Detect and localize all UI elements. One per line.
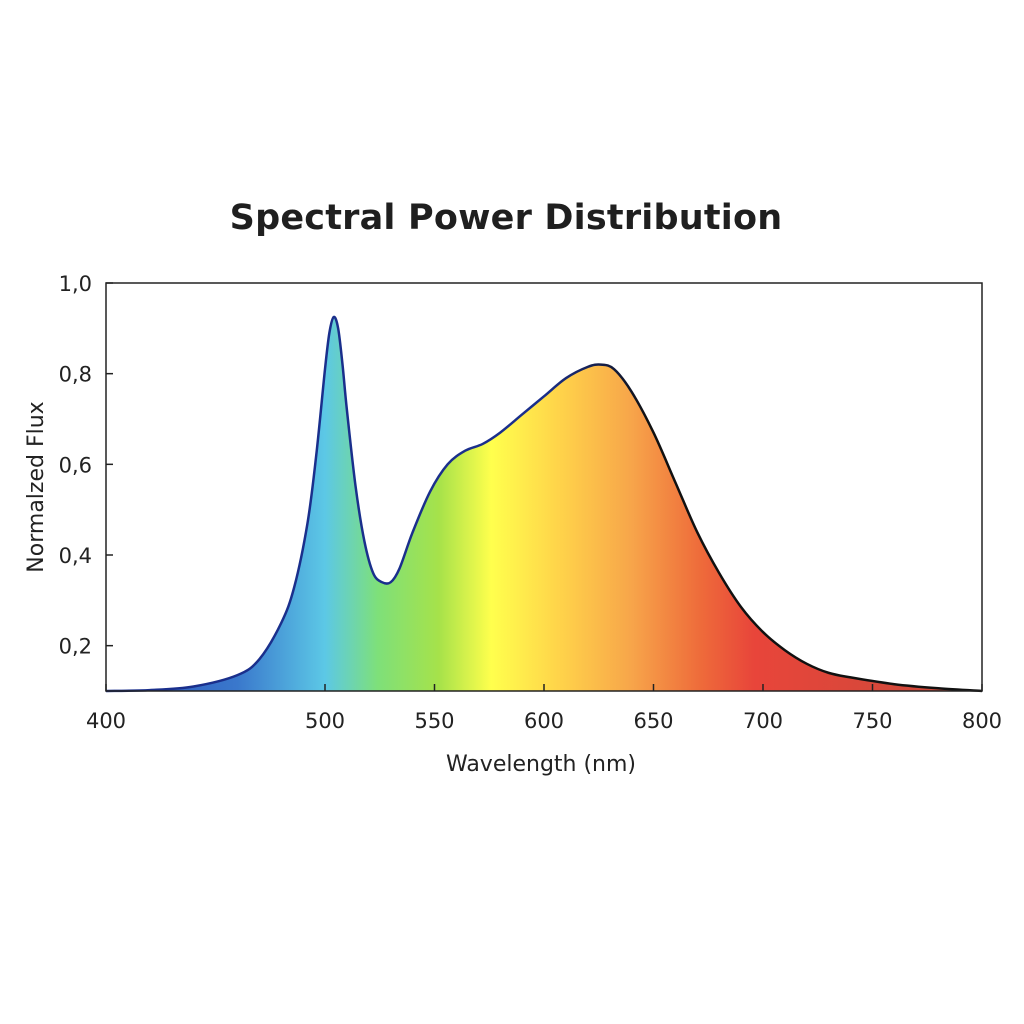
y-axis: 0,2 0,4 0,6 0,8 1,0 [59,272,113,659]
y-tick-label: 0,8 [59,363,92,387]
x-tick-label: 600 [524,709,564,733]
y-tick-label: 0,2 [59,635,92,659]
y-tick-label: 1,0 [59,272,92,296]
x-tick-label: 400 [86,709,126,733]
x-tick-label: 700 [743,709,783,733]
y-axis-label: Normalzed Flux [24,401,49,572]
x-tick-label: 750 [852,709,892,733]
x-axis-label: Wavelength (nm) [446,752,636,777]
y-tick-label: 0,6 [59,453,92,477]
x-tick-label: 500 [305,709,345,733]
spectrum-line [105,315,983,693]
spectrum-area [106,316,982,691]
x-tick-label: 800 [962,709,1002,733]
y-tick-label: 0,4 [59,544,92,568]
chart-title: Spectral Power Distribution [229,198,783,238]
x-axis: 400 500 550 600 650 700 750 800 [86,684,1002,733]
x-tick-label: 550 [414,709,454,733]
x-tick-label: 650 [633,709,673,733]
